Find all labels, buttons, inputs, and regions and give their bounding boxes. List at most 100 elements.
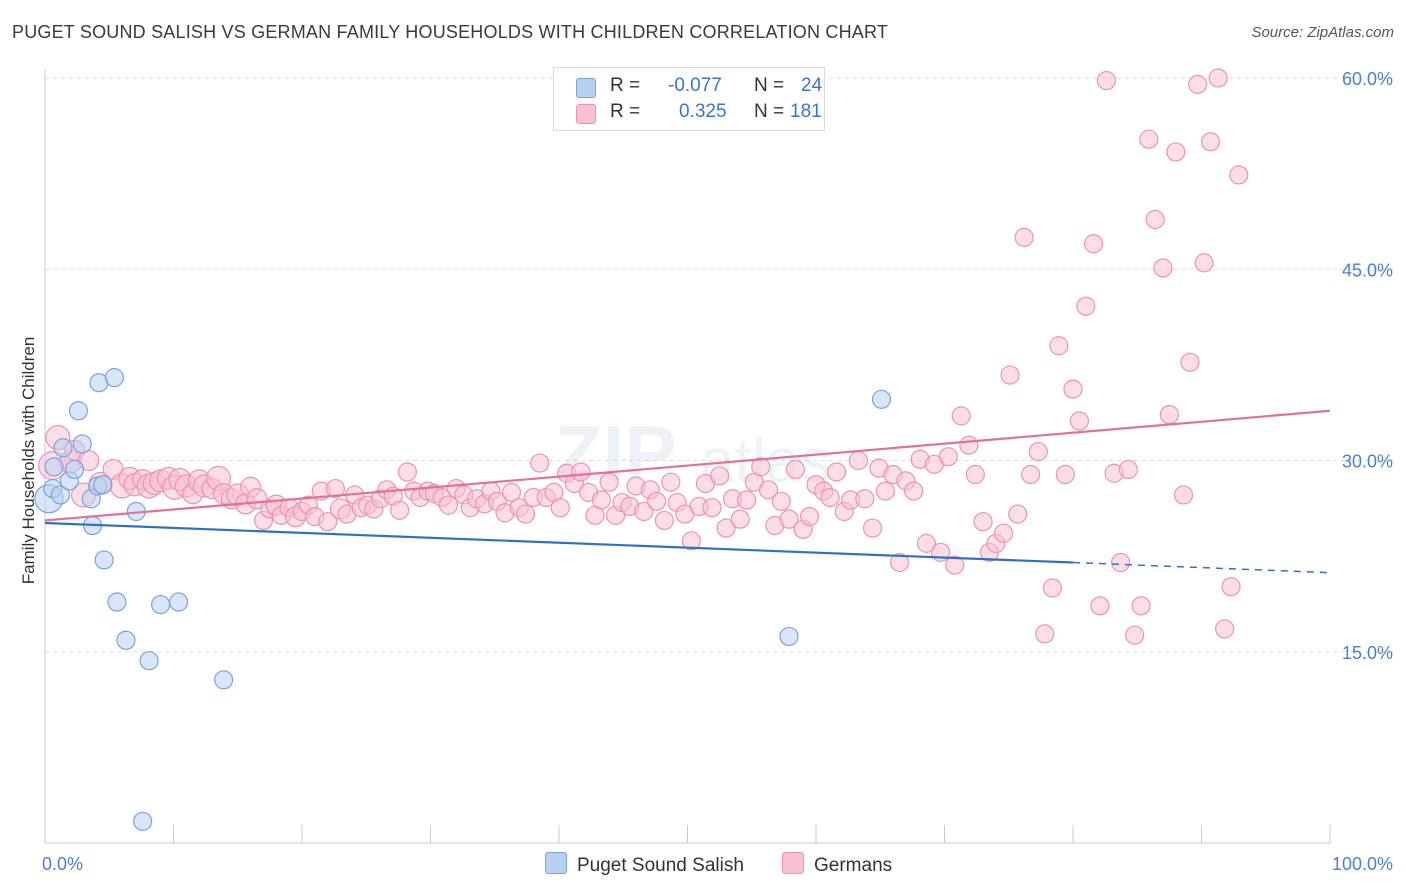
- germans-point: [1014, 227, 1034, 247]
- legend-n-value: 24: [801, 75, 823, 96]
- puget-sound-salish-trend-extension: [1072, 561, 1331, 574]
- germans-point: [737, 490, 757, 510]
- chart-title: PUGET SOUND SALISH VS GERMAN FAMILY HOUS…: [12, 22, 889, 42]
- germans-point: [1208, 68, 1228, 88]
- germans-point: [681, 531, 701, 551]
- germans-point: [1090, 596, 1110, 616]
- y-tick-label: 60.0%: [1342, 69, 1393, 89]
- legend-r-label: R =: [610, 101, 641, 122]
- germans-point: [716, 518, 736, 538]
- germans-point: [1180, 352, 1200, 372]
- germans-point: [945, 555, 965, 575]
- legend-n-label: N =: [754, 75, 785, 96]
- germans-point: [959, 435, 979, 455]
- germans-point: [550, 498, 570, 518]
- germans-point: [1008, 504, 1028, 524]
- puget-sound-salish-trend-line: [44, 521, 1074, 564]
- germans-point: [916, 533, 937, 553]
- germans-point: [938, 447, 958, 467]
- germans-point: [571, 462, 591, 482]
- germans-point: [875, 481, 895, 501]
- germans-point: [530, 453, 550, 473]
- germans-point: [758, 480, 779, 500]
- puget-sound-salish-point: [779, 626, 799, 647]
- x-tick-label: 0.0%: [42, 854, 83, 874]
- germans-point: [1159, 405, 1179, 425]
- germans-point: [1042, 578, 1063, 598]
- germans-point: [820, 487, 840, 508]
- germans-points: [38, 68, 1249, 645]
- germans-point: [1000, 365, 1020, 385]
- germans-point: [826, 462, 847, 482]
- germans-point: [1028, 441, 1048, 462]
- puget-sound-salish-point: [64, 459, 85, 480]
- y-tick-label: 15.0%: [1342, 643, 1393, 663]
- legend-r-label: R =: [610, 75, 641, 96]
- germans-point: [1173, 485, 1194, 505]
- germans-point: [1055, 464, 1075, 485]
- puget-sound-salish-point: [104, 368, 124, 388]
- puget-sound-salish-point: [93, 475, 113, 495]
- germans-point: [1125, 625, 1145, 645]
- puget-sound-salish-point: [871, 389, 892, 409]
- germans-point: [647, 491, 667, 511]
- legend-r-value: 0.325: [679, 101, 727, 122]
- germans-point: [771, 491, 791, 511]
- germans-point: [785, 459, 806, 480]
- germans-point: [1118, 459, 1138, 480]
- germans-point: [591, 490, 612, 510]
- puget-sound-salish-points: [34, 368, 892, 831]
- bottom-legend-label-pink: Germans: [814, 855, 893, 876]
- germans-point: [1069, 411, 1090, 431]
- puget-sound-salish-point: [214, 670, 234, 690]
- source-label: Source: ZipAtlas.com: [1251, 24, 1394, 41]
- germans-trend-line: [44, 409, 1331, 522]
- legend-n-label: N =: [754, 101, 785, 122]
- watermark: ZIP atlas: [555, 409, 831, 497]
- puget-sound-salish-point: [169, 592, 189, 612]
- germans-point: [904, 481, 924, 501]
- germans-point: [1020, 464, 1041, 485]
- germans-point: [1188, 74, 1208, 94]
- germans-point: [1035, 624, 1055, 644]
- puget-sound-salish-point: [139, 651, 159, 671]
- y-axis-title: Family Households with Children: [19, 337, 38, 585]
- puget-sound-salish-point: [107, 592, 127, 612]
- puget-sound-salish-point: [116, 630, 136, 650]
- y-tick-label: 30.0%: [1342, 452, 1393, 472]
- germans-point: [848, 450, 869, 471]
- germans-point: [951, 406, 971, 426]
- germans-point: [1153, 258, 1173, 278]
- correlation-legend: R = -0.077 N = 24 R = 0.325 N = 181: [553, 67, 825, 131]
- germans-point: [1076, 296, 1096, 316]
- germans-point: [501, 482, 522, 502]
- bottom-legend-pink: Germans: [782, 852, 892, 877]
- puget-sound-salish-point: [72, 434, 92, 454]
- legend-n-value: 181: [790, 101, 822, 122]
- bottom-legend-swatch-pink: [782, 852, 804, 874]
- puget-sound-salish-point: [151, 594, 171, 615]
- germans-point: [1139, 129, 1159, 149]
- germans-point: [889, 552, 910, 573]
- germans-point: [1194, 253, 1214, 273]
- germans-point: [1131, 596, 1151, 616]
- germans-point: [1083, 234, 1104, 254]
- trend-lines: [44, 409, 1331, 574]
- germans-point: [515, 504, 536, 524]
- germans-point: [318, 512, 338, 532]
- bottom-legend-label-blue: Puget Sound Salish: [577, 855, 744, 876]
- germans-point: [1063, 379, 1083, 399]
- germans-point: [1215, 619, 1235, 639]
- germans-point: [599, 472, 619, 492]
- puget-sound-salish-point: [94, 550, 114, 570]
- germans-point: [994, 523, 1014, 543]
- germans-point: [634, 501, 654, 522]
- axis-labels: 15.0% 30.0% 45.0% 60.0% 0.0% 100.0% Family Hou…: [19, 69, 1393, 874]
- germans-point: [661, 472, 681, 492]
- legend-swatch-blue: [576, 78, 596, 98]
- germans-point: [702, 498, 722, 518]
- germans-point: [862, 518, 883, 538]
- germans-point: [1096, 70, 1117, 91]
- germans-point: [1229, 165, 1249, 185]
